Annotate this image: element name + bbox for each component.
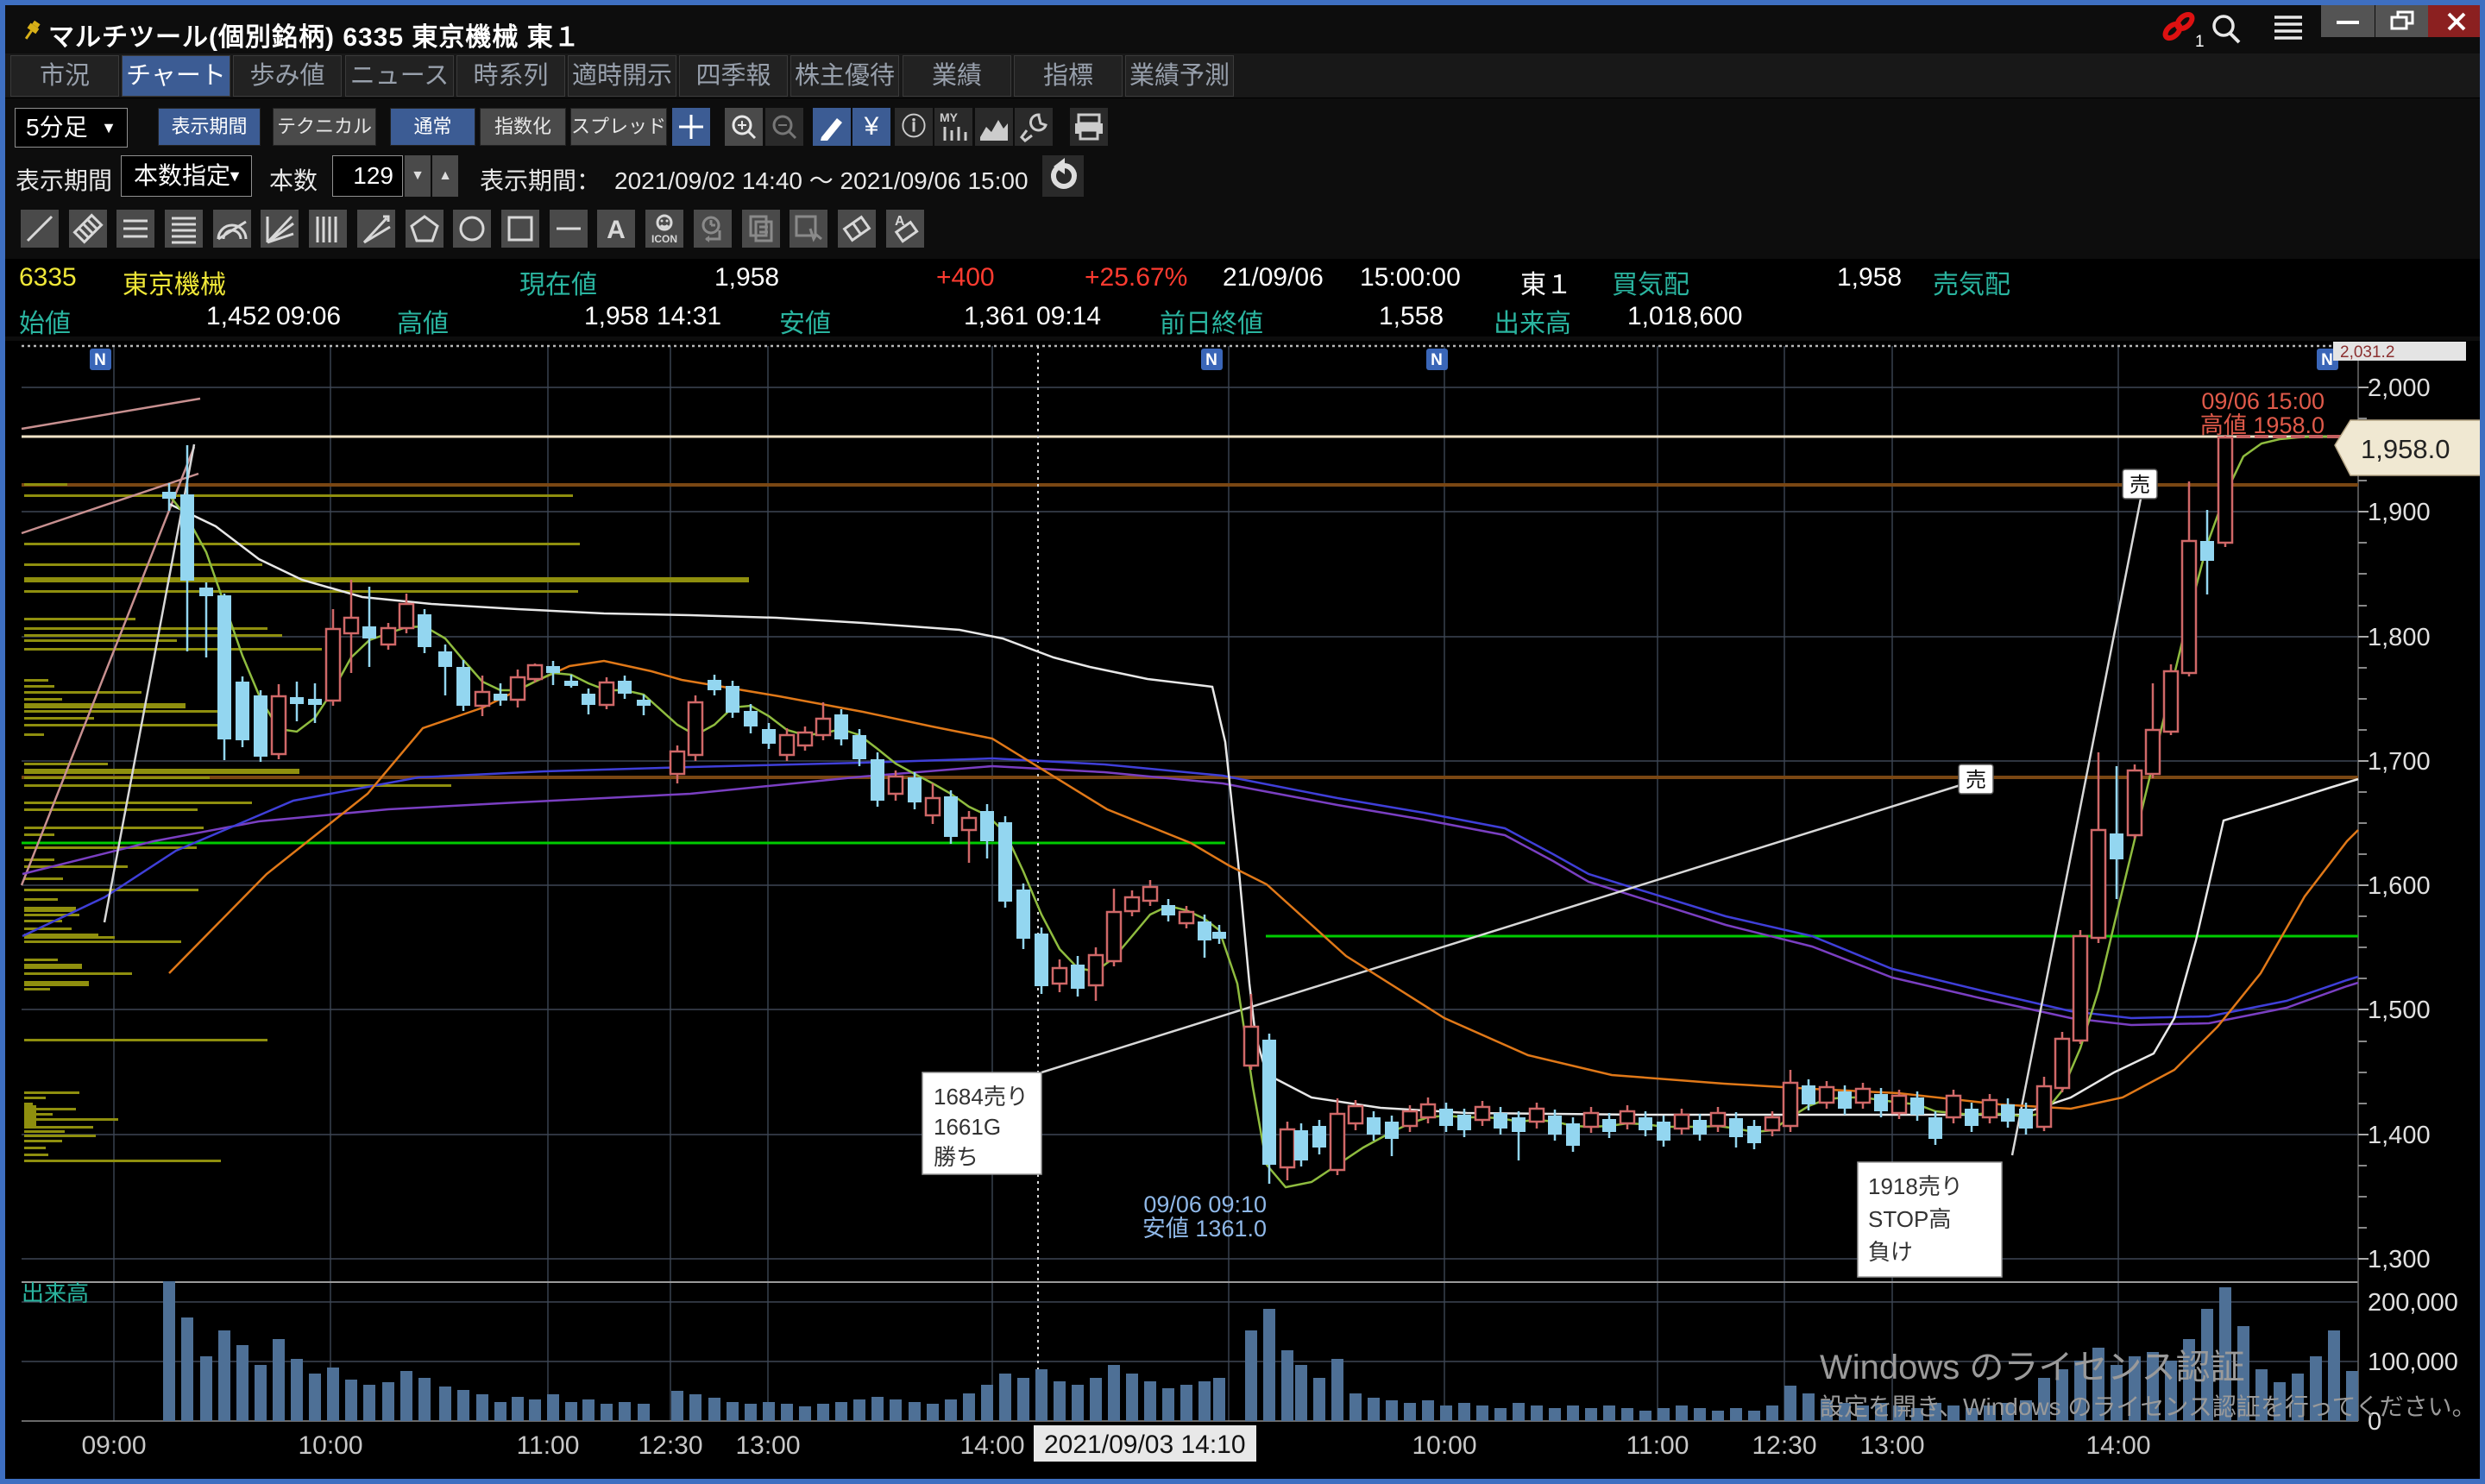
svg-text:1,300: 1,300 (2368, 1246, 2431, 1273)
svg-text:09:00: 09:00 (81, 1431, 146, 1460)
svg-text:100,000: 100,000 (2368, 1349, 2458, 1376)
svg-text:安値 1361.0: 安値 1361.0 (1142, 1216, 1267, 1242)
svg-text:2,031.2: 2,031.2 (2340, 343, 2394, 362)
svg-text:13:00: 13:00 (735, 1431, 800, 1460)
svg-text:1,700: 1,700 (2368, 748, 2431, 776)
svg-text:Windows のライセンス認証: Windows のライセンス認証 (1820, 1349, 2245, 1387)
svg-text:A: A (607, 216, 626, 244)
svg-text:N: N (1431, 351, 1443, 369)
svg-text:出来高: 出来高 (22, 1280, 89, 1306)
svg-text:高値 1958.0: 高値 1958.0 (2200, 412, 2325, 438)
svg-text:12:30: 12:30 (638, 1431, 702, 1460)
svg-text:ICON: ICON (651, 233, 677, 245)
svg-text:STOP高: STOP高 (1868, 1206, 1951, 1232)
svg-text:設定を開き、Windows のライセンス認証を行ってください: 設定を開き、Windows のライセンス認証を行ってください。 (1820, 1393, 2476, 1420)
svg-text:売: 売 (2130, 474, 2150, 497)
svg-text:10:00: 10:00 (1412, 1431, 1476, 1460)
svg-text:200,000: 200,000 (2368, 1289, 2458, 1317)
svg-text:1661G: 1661G (934, 1114, 1001, 1140)
svg-text:1,600: 1,600 (2368, 872, 2431, 900)
svg-text:N: N (2321, 351, 2333, 369)
svg-text:11:00: 11:00 (1626, 1431, 1689, 1460)
svg-text:N: N (94, 351, 106, 369)
svg-text:11:00: 11:00 (517, 1431, 580, 1460)
svg-text:N: N (1205, 351, 1217, 369)
svg-text:09/06 15:00: 09/06 15:00 (2201, 388, 2325, 414)
svg-text:10:00: 10:00 (298, 1431, 362, 1460)
svg-text:1918売り: 1918売り (1868, 1173, 1963, 1199)
svg-text:A: A (895, 214, 905, 229)
svg-text:1,958.0: 1,958.0 (2361, 434, 2450, 464)
svg-text:1,500: 1,500 (2368, 997, 2431, 1024)
svg-text:2021/09/03 14:10: 2021/09/03 14:10 (1044, 1431, 1246, 1459)
svg-text:1,400: 1,400 (2368, 1122, 2431, 1149)
svg-text:1684売り: 1684売り (934, 1084, 1029, 1110)
svg-text:負け: 負け (1868, 1239, 1913, 1265)
svg-text:MY: MY (940, 110, 959, 124)
svg-text:12:30: 12:30 (1752, 1431, 1816, 1460)
svg-text:勝ち: 勝ち (934, 1144, 978, 1170)
svg-text:1: 1 (2195, 33, 2205, 51)
svg-text:14:00: 14:00 (2086, 1431, 2150, 1460)
svg-text:09/06 09:10: 09/06 09:10 (1143, 1192, 1267, 1217)
svg-text:2,000: 2,000 (2368, 374, 2431, 402)
svg-text:1,800: 1,800 (2368, 624, 2431, 651)
svg-text:0: 0 (2368, 1408, 2381, 1436)
svg-text:1,900: 1,900 (2368, 499, 2431, 526)
svg-text:14:00: 14:00 (959, 1431, 1024, 1460)
svg-text:13:00: 13:00 (1859, 1431, 1924, 1460)
svg-text:売: 売 (1966, 769, 1986, 792)
